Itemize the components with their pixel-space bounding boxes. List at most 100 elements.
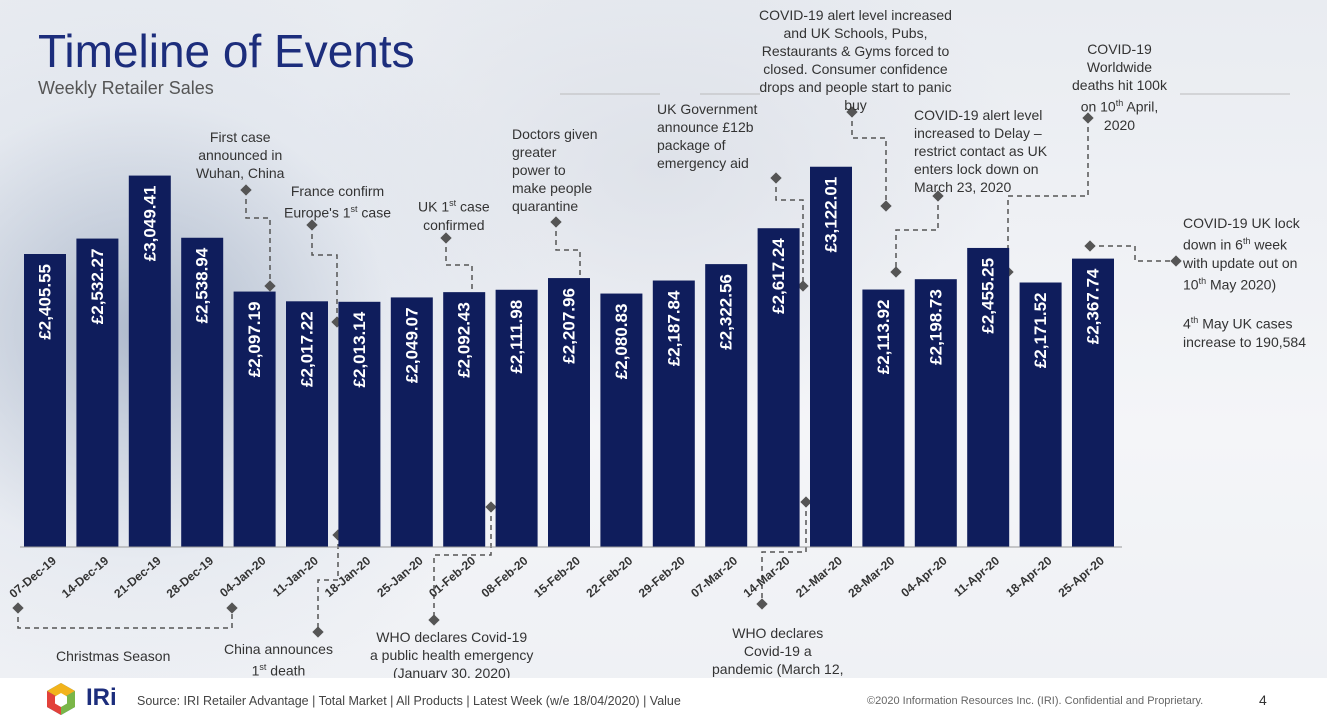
annotation-delay: COVID-19 alert level increased to Delay –… — [914, 107, 1048, 195]
annotation-doctors: Doctors given greater power to make people q… — [512, 126, 598, 214]
connector-who-pandemic — [761, 502, 807, 604]
bar-value-label: £2,049.07 — [402, 307, 421, 383]
annotation-uk-government: UK Government announce £12b package of emer… — [657, 101, 758, 171]
bar-value-label: £3,049.41 — [140, 186, 159, 262]
bar-14-Dec-19 — [76, 238, 119, 547]
annotation-christmas: Christmas Season — [56, 648, 171, 664]
bar-value-label: £2,617.24 — [769, 238, 788, 314]
bar-22-Feb-20 — [600, 293, 643, 547]
connector-diamond-icon — [932, 190, 944, 202]
annotation-first-case: First case announced in Wuhan, China — [196, 129, 285, 181]
bar-25-Apr-20 — [1072, 258, 1114, 547]
connector-diamond-icon — [226, 602, 238, 614]
copyright-note: ©2020 Information Resources Inc. (IRI). … — [867, 695, 1204, 707]
x-tick-label: 18-Apr-20 — [1003, 553, 1055, 600]
annotation-alert-increase: COVID-19 alert level increased and UK Sch… — [759, 7, 952, 113]
x-tick-label: 04-Jan-20 — [217, 553, 269, 600]
x-tick-label: 25-Apr-20 — [1056, 553, 1108, 600]
x-tick-label: 22-Feb-20 — [583, 553, 635, 600]
x-tick-label: 15-Feb-20 — [531, 553, 583, 600]
connector-diamond-icon — [756, 598, 768, 610]
bar-14-Mar-20 — [757, 228, 800, 548]
x-tick-label: 21-Mar-20 — [793, 553, 845, 600]
bar-28-Mar-20 — [862, 289, 905, 547]
bar-25-Jan-20 — [390, 297, 433, 547]
bar-value-label: £2,322.56 — [717, 274, 736, 350]
connector-diamond-icon — [800, 496, 812, 508]
bar-value-label: £3,122.01 — [822, 177, 841, 253]
bar-08-Feb-20 — [495, 289, 538, 547]
connector-christmas — [17, 608, 233, 629]
x-tick-label: 07-Dec-19 — [6, 553, 59, 600]
source-note: Source: IRI Retailer Advantage | Total M… — [137, 694, 681, 708]
x-tick-label: 18-Jan-20 — [322, 553, 374, 600]
bar-value-label: £2,538.94 — [193, 247, 212, 323]
bar-04-Jan-20 — [233, 291, 276, 547]
connector-diamond-icon — [880, 200, 892, 212]
connector-diamond-icon — [485, 501, 497, 513]
bar-29-Feb-20 — [652, 280, 695, 547]
annotation-france: France confirm Europe's 1st case — [284, 183, 391, 221]
page-number: 4 — [1259, 692, 1267, 708]
connector-lockdown — [1090, 245, 1176, 262]
connector-diamond-icon — [1170, 255, 1182, 267]
bar-11-Apr-20 — [967, 247, 1010, 547]
connector-who-emergency — [433, 507, 492, 620]
annotation-who-emergency: WHO declares Covid-19 a public health eme… — [370, 629, 534, 681]
bar-18-Apr-20 — [1019, 282, 1062, 547]
x-tick-label: 04-Apr-20 — [898, 553, 950, 600]
x-axis-labels: 07-Dec-19 14-Dec-19 21-Dec-19 28-Dec-19 04-J… — [6, 553, 1107, 600]
logo-text: IRi — [86, 684, 117, 711]
x-tick-label: 14-Mar-20 — [741, 553, 793, 600]
bar-value-label: £2,097.19 — [245, 302, 264, 378]
connector-diamond-icon — [797, 280, 809, 292]
connector-diamond-icon — [1084, 240, 1096, 252]
bar-value-label: £2,532.27 — [88, 249, 107, 325]
page-subtitle: Weekly Retailer Sales — [38, 78, 214, 98]
bar-15-Feb-20 — [548, 278, 590, 547]
x-tick-label: 07-Mar-20 — [688, 553, 740, 600]
bar-value-label: £2,187.84 — [664, 290, 683, 366]
connector-uk-first — [445, 238, 473, 336]
bar-value-label: £2,113.92 — [874, 300, 893, 375]
connector-first-case — [245, 190, 271, 286]
connector-diamond-icon — [240, 184, 252, 196]
bar-value-label: £2,455.25 — [979, 258, 998, 334]
bar-01-Feb-20 — [443, 292, 486, 547]
connector-diamond-icon — [890, 266, 902, 278]
x-tick-label: 08-Feb-20 — [479, 553, 531, 600]
connector-diamond-icon — [428, 614, 440, 626]
x-tick-label: 28-Mar-20 — [845, 553, 897, 600]
bar-21-Dec-19 — [128, 175, 171, 548]
bar-value-label: £2,092.43 — [455, 302, 474, 378]
bars: £2,405.55 £2,532.27 £3,049.41 £2,538.94 £2,0… — [24, 166, 1114, 548]
annotation-uk-first-case: UK 1st case confirmed — [418, 198, 490, 233]
bar-value-label: £2,405.55 — [36, 264, 55, 340]
connector-doctors — [555, 222, 581, 320]
x-tick-label: 14-Dec-19 — [59, 553, 112, 600]
bar-07-Dec-19 — [24, 254, 66, 547]
annotation-china-death: China announces 1st death — [224, 641, 333, 679]
annotation-deaths-100k: COVID-19 Worldwide deaths hit 100k on 10th … — [1072, 41, 1167, 133]
iri-logo-icon — [47, 683, 75, 715]
bar-value-label: £2,367.74 — [1084, 268, 1103, 344]
page-title: Timeline of Events — [38, 25, 415, 77]
annotation-who-pandemic: WHO declares Covid-19 a pandemic (March 12… — [712, 625, 844, 695]
bar-04-Apr-20 — [914, 279, 957, 547]
bar-value-label: £2,198.73 — [926, 289, 945, 365]
bar-value-label: £2,013.14 — [350, 311, 369, 387]
connector-diamond-icon — [770, 172, 782, 184]
x-tick-label: 11-Apr-20 — [951, 553, 1002, 599]
x-tick-label: 25-Jan-20 — [374, 553, 426, 600]
bar-07-Mar-20 — [705, 264, 748, 547]
connector-diamond-icon — [440, 232, 452, 244]
bar-value-label: £2,080.83 — [612, 304, 631, 380]
connector-diamond-icon — [306, 219, 318, 231]
connector-diamond-icon — [312, 626, 324, 638]
x-tick-label: 29-Feb-20 — [636, 553, 688, 600]
footer-bar — [0, 678, 1327, 720]
bar-value-label: £2,171.52 — [1031, 293, 1050, 369]
x-tick-label: 28-Dec-19 — [164, 553, 217, 600]
bar-value-label: £2,207.96 — [560, 288, 579, 364]
